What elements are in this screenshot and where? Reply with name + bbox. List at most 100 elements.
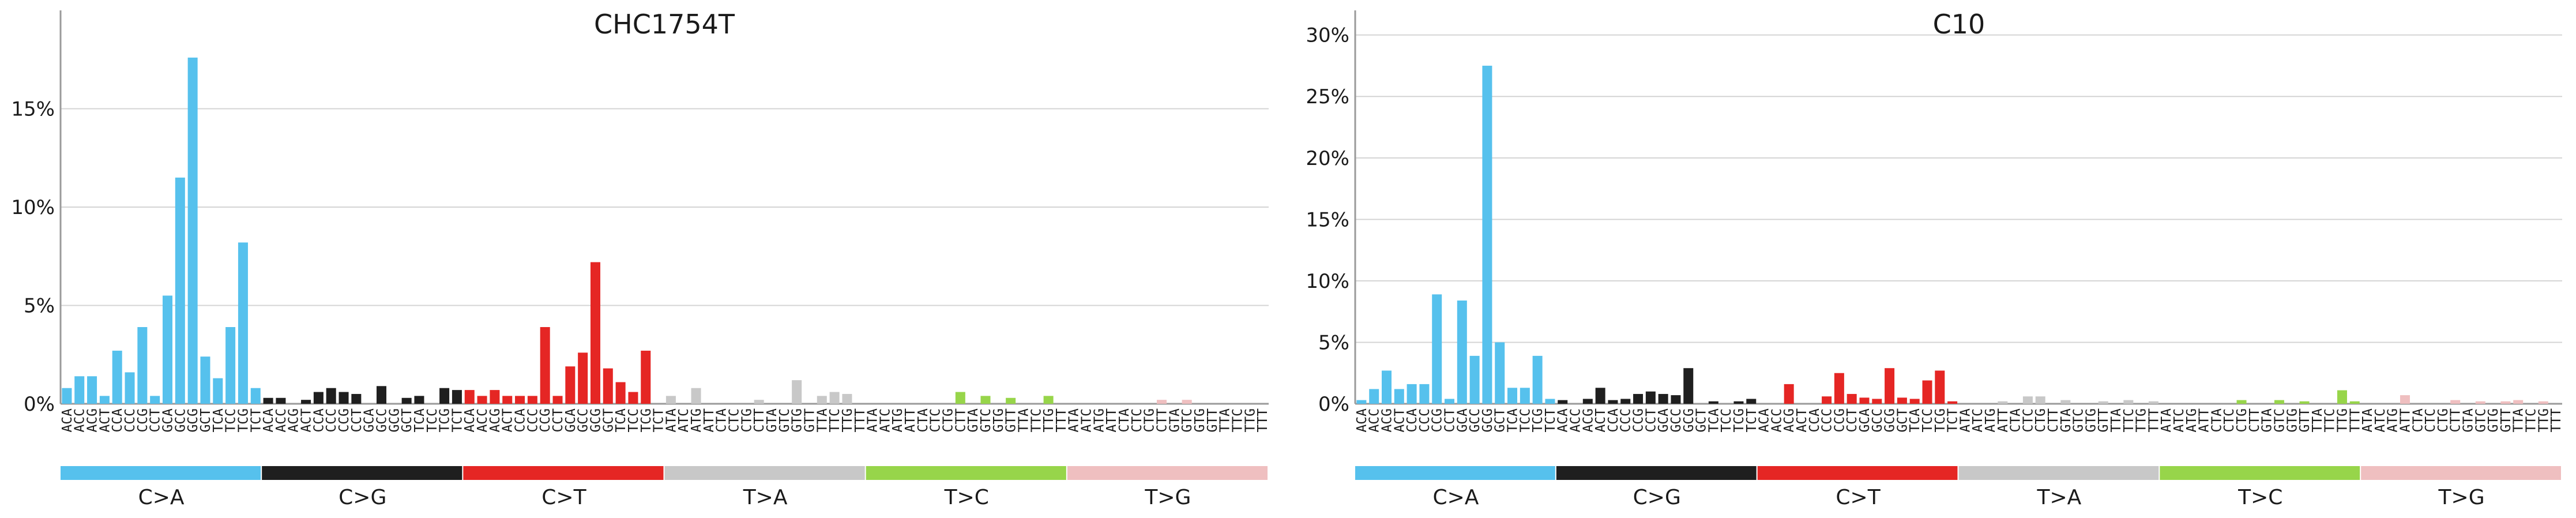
- x-tick-label: TTA: [1016, 408, 1031, 433]
- x-tick-label: GCT: [198, 408, 213, 433]
- x-tick-label: GCG: [387, 408, 402, 433]
- x-tick-label: CCG: [1832, 408, 1847, 433]
- x-tick-label: GTG: [2285, 408, 2300, 433]
- x-tick-label: ATA: [866, 408, 881, 433]
- x-tick-label: TCT: [249, 408, 264, 433]
- x-tick-label: CCC: [1417, 408, 1432, 433]
- x-tick-label: ACA: [261, 408, 276, 433]
- bar-c-a-cca: [112, 350, 122, 404]
- x-tick-label: CCA: [110, 408, 125, 433]
- x-tick-label: CTG: [941, 408, 956, 433]
- x-tick-label: GTG: [2486, 408, 2501, 433]
- x-tick-label: GCG: [1480, 408, 1495, 433]
- x-tick-label: CTT: [752, 408, 767, 433]
- x-tick-label: CTA: [1117, 408, 1132, 433]
- y-tick-label: 10%: [1306, 270, 1349, 293]
- x-tick-label: ACT: [97, 408, 112, 433]
- bar-c-a-ccc: [1419, 384, 1430, 404]
- x-tick-label: GTG: [991, 408, 1006, 433]
- bar-c-a-gcc: [175, 177, 185, 404]
- bar-t-c-gtt: [2299, 401, 2310, 404]
- group-strip-t-a: [664, 466, 865, 480]
- bar-c-t-gcc: [1872, 399, 1882, 404]
- x-tick-label: TCG: [1933, 408, 1948, 433]
- x-tick-label: ATG: [689, 408, 704, 433]
- bar-c-t-tcc: [1922, 380, 1932, 404]
- bar-c-a-ccg: [1432, 294, 1442, 404]
- bar-t-a-ctc: [2022, 396, 2033, 404]
- x-tick-label: TCT: [652, 408, 667, 433]
- x-tick-label: GTT: [2297, 408, 2312, 433]
- x-tick-label: GCA: [1455, 408, 1470, 433]
- x-tick-label: TTG: [1041, 408, 1056, 433]
- x-tick-label: ACT: [1392, 408, 1407, 433]
- bar-c-t-cca: [515, 396, 525, 404]
- bar-c-g-ccg: [1633, 393, 1644, 404]
- x-tick-label: CTC: [1130, 408, 1145, 433]
- bar-t-g-gtc: [2475, 401, 2485, 404]
- bar-t-g-ttg: [2538, 401, 2548, 404]
- bar-c-t-gcg: [1885, 368, 1895, 404]
- y-tick-label: 0%: [24, 393, 55, 416]
- x-tick-label: GTA: [765, 408, 780, 433]
- bar-c-g-tct: [1746, 399, 1757, 404]
- bar-t-c-gtt: [1006, 397, 1016, 404]
- y-tick-label: 15%: [1306, 208, 1349, 231]
- bar-t-c-ctt: [955, 392, 965, 404]
- x-tick-label: GTA: [1167, 408, 1182, 433]
- bar-c-t-acc: [477, 396, 487, 404]
- x-tick-label: GCT: [601, 408, 616, 433]
- bar-t-g-ctt: [2450, 400, 2461, 404]
- x-tick-label: GTG: [1193, 408, 1208, 433]
- x-tick-label: ATC: [2373, 408, 2388, 433]
- x-tick-label: TTG: [1243, 408, 1258, 433]
- x-tick-label: GCC: [173, 408, 188, 433]
- x-tick-label: GTG: [790, 408, 805, 433]
- x-tick-label: TTC: [2122, 408, 2137, 433]
- bar-t-a-ttt: [2148, 401, 2158, 404]
- x-tick-label: TTA: [1218, 408, 1233, 433]
- x-tick-label: TCT: [1946, 408, 1961, 433]
- x-tick-label: ACA: [1757, 408, 1772, 433]
- bar-t-g-gtt: [2500, 401, 2511, 404]
- bar-t-c-ttt: [2349, 401, 2360, 404]
- x-tick-label: TTC: [2524, 408, 2539, 433]
- y-tick-label: 5%: [1318, 331, 1349, 354]
- x-tick-label: CTT: [2247, 408, 2262, 433]
- bar-c-g-tca: [1708, 401, 1718, 404]
- x-tick-label: ATT: [2197, 408, 2212, 433]
- x-tick-label: TCC: [626, 408, 641, 433]
- x-tick-label: TCT: [450, 408, 465, 433]
- bar-c-g-tct: [452, 390, 462, 404]
- bar-t-c-ttg: [1043, 396, 1054, 404]
- x-tick-label: CTG: [2033, 408, 2048, 433]
- x-tick-label: TTG: [2536, 408, 2551, 433]
- bar-c-g-cca: [313, 392, 324, 404]
- x-tick-label: GTT: [2096, 408, 2111, 433]
- bar-c-g-act: [1595, 388, 1605, 404]
- group-label-c-t: C>T: [541, 486, 586, 509]
- x-tick-label: CCG: [1631, 408, 1646, 433]
- x-tick-label: CTG: [739, 408, 754, 433]
- x-tick-label: GTA: [2059, 408, 2074, 433]
- x-tick-label: TTC: [828, 408, 843, 433]
- x-tick-label: TTT: [2146, 408, 2161, 433]
- bar-c-a-gca: [1457, 300, 1467, 404]
- x-tick-label: ATG: [890, 408, 905, 433]
- x-tick-label: ATC: [2172, 408, 2187, 433]
- x-tick-label: TCA: [412, 408, 427, 433]
- y-tick-label: 5%: [24, 295, 55, 318]
- group-strip-t-c: [866, 466, 1066, 480]
- x-tick-label: CTT: [2046, 408, 2061, 433]
- x-tick-label: GTA: [2260, 408, 2275, 433]
- x-tick-label: ATC: [1080, 408, 1095, 433]
- bar-t-c-ttg: [2337, 390, 2347, 404]
- x-tick-label: GCG: [186, 408, 201, 433]
- x-tick-label: GCT: [1694, 408, 1709, 433]
- bar-c-t-act: [502, 396, 513, 404]
- x-tick-label: TTT: [853, 408, 868, 433]
- x-tick-label: GTT: [2499, 408, 2514, 433]
- bar-t-a-ttc: [2123, 400, 2134, 404]
- bar-c-a-tct: [250, 388, 261, 404]
- x-tick-label: CTC: [928, 408, 943, 433]
